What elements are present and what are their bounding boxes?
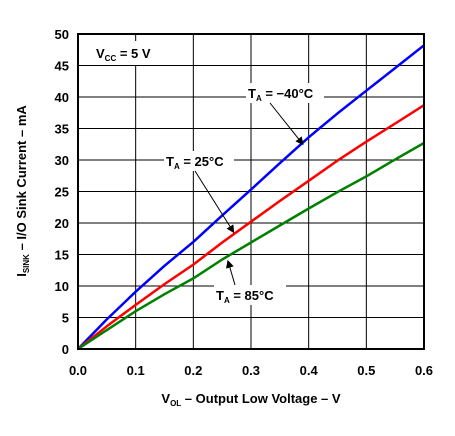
y-tick-label: 15 bbox=[55, 248, 69, 263]
label-minus40-bg bbox=[246, 83, 324, 103]
label-85-bg bbox=[214, 285, 286, 305]
series-line-1 bbox=[77, 104, 425, 350]
y-tick-labels: 0 5 10 15 20 25 30 35 40 45 50 bbox=[55, 27, 69, 357]
x-tick-label: 0.3 bbox=[242, 363, 260, 378]
y-tick-label: 35 bbox=[55, 122, 69, 137]
vcc-annotation-bg bbox=[94, 41, 166, 65]
x-tick-label: 0.6 bbox=[415, 363, 433, 378]
y-tick-label: 25 bbox=[55, 185, 69, 200]
y-tick-label: 20 bbox=[55, 216, 69, 231]
series-line-2 bbox=[77, 141, 425, 351]
x-tick-label: 0.4 bbox=[300, 363, 319, 378]
y-tick-label: 50 bbox=[55, 27, 69, 42]
arrow-85 bbox=[226, 259, 236, 286]
y-axis-label: ISINK – I/O Sink Current – mA bbox=[14, 105, 31, 277]
x-tick-label: 0.1 bbox=[127, 363, 145, 378]
x-tick-label: 0.5 bbox=[357, 363, 375, 378]
label-25-bg bbox=[164, 151, 234, 171]
y-tick-label: 10 bbox=[55, 279, 69, 294]
x-tick-label: 0.0 bbox=[69, 363, 87, 378]
y-tick-label: 5 bbox=[62, 311, 69, 326]
plot-frame bbox=[77, 33, 425, 350]
y-tick-label: 40 bbox=[55, 90, 69, 105]
vcc-annotation: VCC = 5 V bbox=[96, 46, 151, 63]
arrow-25 bbox=[194, 170, 235, 234]
label-25: TA = 25°C bbox=[166, 154, 224, 171]
series-line-0 bbox=[77, 44, 425, 350]
y-tick-label: 30 bbox=[55, 153, 69, 168]
x-tick-label: 0.2 bbox=[184, 363, 202, 378]
y-tick-label: 45 bbox=[55, 59, 69, 74]
series-lines bbox=[77, 44, 425, 351]
arrow-minus40 bbox=[269, 102, 304, 146]
y-tick-label: 0 bbox=[62, 342, 69, 357]
x-axis-label: VOL – Output Low Voltage – V bbox=[161, 391, 340, 408]
label-85: TA = 85°C bbox=[216, 288, 274, 305]
label-minus40: TA = −40°C bbox=[248, 86, 314, 103]
x-tick-labels: 0.0 0.1 0.2 0.3 0.4 0.5 0.6 bbox=[69, 363, 433, 378]
